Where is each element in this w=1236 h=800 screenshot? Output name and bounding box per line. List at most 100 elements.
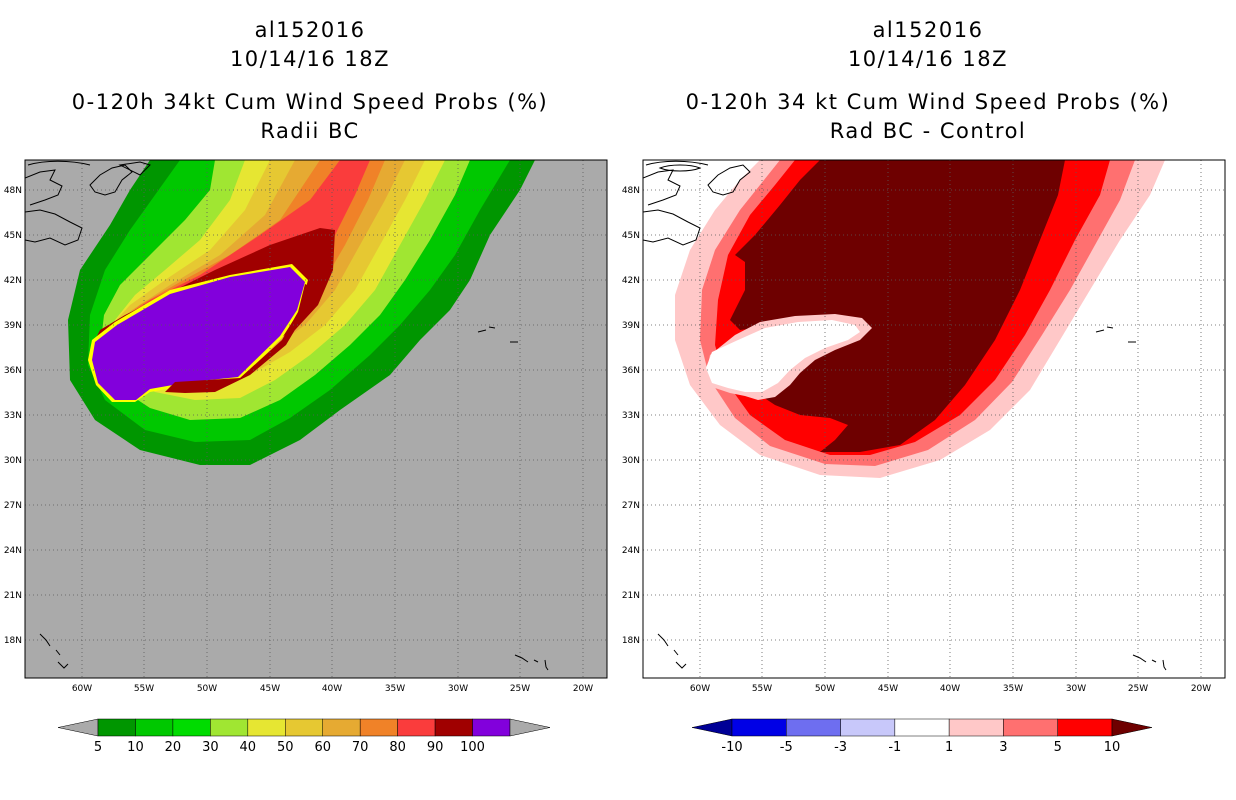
lon-label: 30W: [1066, 684, 1086, 694]
right-difference-contours: [675, 160, 1165, 478]
colorbar-swatch: [247, 718, 286, 737]
lat-label: 36N: [4, 366, 22, 376]
left-product-title: 0-120h 34kt Cum Wind Speed Probs (%): [71, 90, 549, 114]
right-product-title: 0-120h 34 kt Cum Wind Speed Probs (%): [685, 90, 1171, 114]
left-colorbar: 5 10 20 30 40 50 60 70 80 90 100: [57, 718, 551, 755]
left-panel-title: al152016 10/14/16 18Z 0-120h 34kt Cum Wi…: [10, 16, 610, 146]
lat-label: 30N: [622, 456, 640, 466]
lat-label: 21N: [622, 591, 640, 601]
colorbar-swatch: [786, 718, 841, 737]
left-storm-id: al152016: [254, 18, 366, 42]
left-map-frame: [24, 159, 608, 679]
colorbar-swatch: [1003, 718, 1058, 737]
colorbar-swatch: [472, 718, 511, 737]
lat-label: 24N: [4, 546, 22, 556]
contour-100: [92, 267, 305, 400]
lat-label: 33N: [622, 411, 640, 421]
lon-label: 30W: [448, 684, 468, 694]
left-coastlines: [25, 160, 549, 671]
colorbar-swatch: [840, 718, 896, 737]
lat-label: 39N: [622, 321, 640, 331]
right-lat-labels: 48N 45N 42N 39N 36N 33N 30N 27N 24N 21N …: [622, 186, 640, 646]
lat-label: 24N: [622, 546, 640, 556]
colorbar-label: -1: [888, 740, 901, 755]
lat-label: 33N: [4, 411, 22, 421]
lon-label: 40W: [322, 684, 342, 694]
lon-label: 55W: [752, 684, 772, 694]
diff-contour-10: [730, 160, 1065, 452]
lon-label: 50W: [815, 684, 835, 694]
lon-label: 25W: [510, 684, 530, 694]
colorbar-label: 3: [999, 740, 1007, 755]
diff-contour-white: [706, 320, 860, 392]
colorbar-swatch: [135, 718, 174, 737]
lon-label: 20W: [1191, 684, 1211, 694]
lat-label: 45N: [4, 231, 22, 241]
colorbar-swatch: [322, 718, 361, 737]
colorbar-swatch: [948, 718, 1004, 737]
lon-label: 40W: [940, 684, 960, 694]
lon-label: 55W: [134, 684, 154, 694]
right-map-frame: [642, 159, 1226, 679]
colorbar-label: 70: [352, 740, 369, 755]
left-subtitle: Radii BC: [260, 119, 360, 143]
lon-label: 20W: [573, 684, 593, 694]
colorbar-label: 40: [240, 740, 257, 755]
lat-label: 48N: [622, 186, 640, 196]
colorbar-label: 80: [389, 740, 406, 755]
contour-90-edge: [165, 284, 309, 393]
lat-label: 27N: [4, 501, 22, 511]
lon-label: 35W: [385, 684, 405, 694]
right-panel-title: al152016 10/14/16 18Z 0-120h 34 kt Cum W…: [628, 16, 1228, 146]
colorbar-right-triangle: [509, 718, 551, 737]
colorbar-label: 30: [202, 740, 219, 755]
colorbar-swatch: [359, 718, 398, 737]
colorbar-label: -3: [834, 740, 847, 755]
colorbar-swatch: [285, 718, 323, 737]
colorbar-label: 50: [277, 740, 294, 755]
colorbar-label: 10: [127, 740, 144, 755]
lat-label: 27N: [622, 501, 640, 511]
right-subtitle: Rad BC - Control: [829, 119, 1027, 143]
right-lon-labels: 60W 55W 50W 45W 40W 35W 30W 25W 20W: [690, 684, 1211, 694]
colorbar-left-triangle: [691, 718, 733, 737]
colorbar-label: -5: [780, 740, 793, 755]
colorbar-swatch: [1057, 718, 1113, 737]
colorbar-label: 60: [314, 740, 331, 755]
right-datetime: 10/14/16 18Z: [847, 47, 1009, 71]
lat-label: 18N: [4, 636, 22, 646]
right-map-panel: 48N 45N 42N 39N 36N 33N 30N 27N 24N 21N …: [622, 159, 1226, 694]
colorbar-swatch: [894, 718, 950, 737]
lat-label: 21N: [4, 591, 22, 601]
colorbar-swatch: [172, 718, 211, 737]
lon-label: 45W: [260, 684, 280, 694]
lon-label: 60W: [690, 684, 710, 694]
left-lon-labels: 60W 55W 50W 45W 40W 35W 30W 25W 20W: [72, 684, 593, 694]
right-storm-id: al152016: [872, 18, 984, 42]
lat-label: 42N: [4, 276, 22, 286]
colorbar-label: 20: [165, 740, 182, 755]
lon-label: 35W: [1003, 684, 1023, 694]
colorbar-label: -10: [721, 740, 742, 755]
colorbar-label: 1: [945, 740, 953, 755]
lat-label: 39N: [4, 321, 22, 331]
right-coastlines: [643, 160, 1167, 671]
colorbar-right-triangle: [1111, 718, 1153, 737]
right-gridlines: [643, 160, 1225, 678]
left-lat-labels: 48N 45N 42N 39N 36N 33N 30N 27N 24N 21N …: [4, 186, 22, 646]
lat-label: 45N: [622, 231, 640, 241]
colorbar-swatch: [397, 718, 436, 737]
colorbar-left-triangle: [57, 718, 99, 737]
colorbar-label: 90: [427, 740, 444, 755]
lat-label: 42N: [622, 276, 640, 286]
colorbar-label: 5: [94, 740, 102, 755]
lon-label: 45W: [878, 684, 898, 694]
lat-label: 36N: [622, 366, 640, 376]
left-probability-contours: [68, 160, 535, 465]
lon-label: 60W: [72, 684, 92, 694]
colorbar-swatch: [731, 718, 787, 737]
left-gridlines: [25, 160, 607, 678]
colorbar-swatch: [434, 718, 473, 737]
colorbar-swatch: [210, 718, 249, 737]
lon-label: 25W: [1128, 684, 1148, 694]
